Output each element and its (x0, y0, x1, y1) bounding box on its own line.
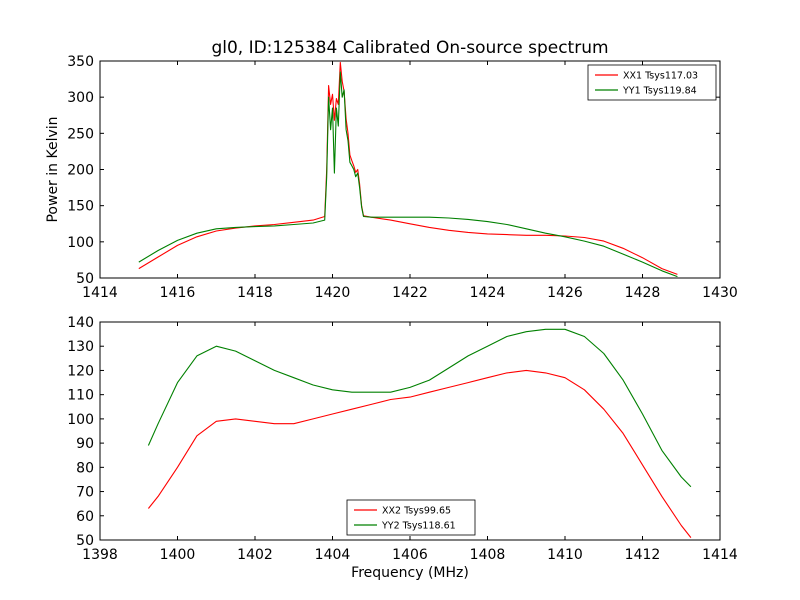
x-tick-label: 1418 (237, 285, 273, 301)
x-tick-label: 1422 (392, 285, 428, 301)
x-tick-label: 1420 (315, 285, 351, 301)
series-line-1 (138, 61, 678, 275)
x-tick-label: 1416 (160, 285, 196, 301)
y-tick-label: 50 (76, 271, 94, 287)
y-tick-label: 100 (67, 235, 94, 251)
y-tick-label: 200 (67, 163, 94, 179)
figure-title: gl0, ID:125384 Calibrated On-source spec… (211, 38, 608, 58)
y-tick-label: 140 (67, 315, 94, 331)
y-tick-label: 150 (67, 199, 94, 215)
series-line-2 (138, 71, 678, 278)
x-tick-label: 1426 (547, 285, 583, 301)
legend-label-2: YY2 Tsys118.61 (381, 521, 456, 532)
x-tick-label: 1402 (237, 547, 273, 563)
y-tick-label: 130 (67, 339, 94, 355)
y-tick-label: 120 (67, 363, 94, 379)
series-line-2 (147, 328, 692, 488)
legend: XX2 Tsys99.65 YY2 Tsys118.61 (346, 499, 476, 536)
legend-box (346, 499, 476, 536)
x-tick-label: 1412 (625, 547, 661, 563)
y-tick-label: 60 (76, 509, 94, 525)
y-tick-label: 350 (67, 54, 94, 70)
top-panel: 1414 1416 1418 1420 1422 1424 1426 1428 1430 50 10… (45, 54, 738, 301)
x-axis-label: Frequency (MHz) (351, 565, 469, 581)
y-tick-label: 250 (67, 126, 94, 142)
x-tick-label: 1398 (82, 547, 118, 563)
y-tick-label: 110 (67, 388, 94, 404)
legend-label-2: YY1 Tsys119.84 (622, 86, 697, 97)
x-tick-label: 1424 (470, 285, 506, 301)
x-tick-label: 1400 (160, 547, 196, 563)
x-tick-label: 1410 (547, 547, 583, 563)
y-tick-label: 80 (76, 460, 94, 476)
x-tick-label: 1430 (702, 285, 738, 301)
y-tick-label: 90 (76, 436, 94, 452)
y-tick-label: 70 (76, 485, 94, 501)
y-tick-label: 50 (76, 533, 94, 549)
x-tick-label: 1408 (470, 547, 506, 563)
x-tick-label: 1428 (625, 285, 661, 301)
legend-label-1: XX1 Tsys117.03 (623, 71, 698, 82)
x-tick-label: 1406 (392, 547, 428, 563)
y-axis-label: Power in Kelvin (45, 116, 61, 222)
y-tick-label: 100 (67, 412, 94, 428)
x-tick-label: 1404 (315, 547, 351, 563)
y-tick-label: 300 (67, 90, 94, 106)
x-tick-label: 1414 (702, 547, 738, 563)
legend-label-1: XX2 Tsys99.65 (382, 506, 451, 517)
bottom-panel: 1398 1400 1402 1404 1406 1408 1410 1412 1414 50 60… (67, 315, 738, 581)
legend: XX1 Tsys117.03 YY1 Tsys119.84 (587, 64, 717, 101)
legend-box (587, 64, 717, 101)
x-tick-label: 1414 (82, 285, 118, 301)
series-line-1 (147, 369, 692, 538)
